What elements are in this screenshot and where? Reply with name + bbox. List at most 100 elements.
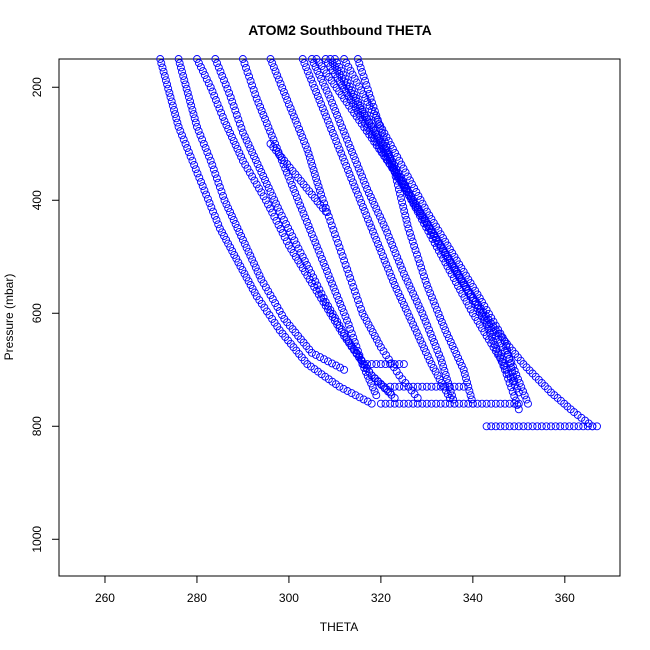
data-point (491, 422, 500, 431)
data-point (358, 309, 367, 318)
data-point (522, 395, 531, 404)
data-point (339, 308, 348, 317)
data-point (565, 422, 574, 431)
data-point (272, 216, 281, 225)
data-point (381, 399, 390, 408)
data-point (369, 102, 378, 111)
data-point (450, 346, 459, 354)
data-point (320, 82, 329, 91)
data-point (344, 139, 353, 148)
data-point (398, 180, 407, 189)
data-point (212, 216, 221, 224)
data-point (275, 207, 284, 216)
data-point (432, 305, 441, 314)
data-point (280, 233, 289, 242)
data-point (362, 211, 371, 220)
data-point (279, 160, 288, 169)
data-point (551, 422, 560, 431)
data-point (380, 137, 389, 146)
series-2 (174, 55, 349, 374)
data-point (251, 90, 260, 99)
data-point (489, 337, 498, 345)
data-point (186, 152, 195, 161)
data-point (363, 360, 372, 369)
series-10 (321, 55, 523, 414)
data-point (199, 139, 208, 148)
data-point (429, 297, 438, 306)
data-point (366, 192, 375, 201)
data-point (202, 75, 211, 84)
data-point (348, 178, 357, 187)
data-point (187, 101, 196, 110)
data-point (246, 251, 255, 260)
data-point (411, 203, 420, 212)
data-point (456, 357, 464, 366)
data-point (332, 361, 341, 370)
data-point (397, 194, 405, 203)
data-point (482, 422, 491, 431)
data-point (426, 329, 435, 338)
data-point (448, 391, 456, 400)
data-point (374, 239, 382, 248)
data-point (444, 334, 453, 343)
data-point (313, 281, 322, 290)
data-point (372, 360, 381, 369)
data-point (396, 292, 405, 301)
data-point (326, 55, 335, 63)
data-point (242, 63, 250, 72)
data-point (407, 233, 416, 242)
data-point (389, 245, 398, 254)
data-point (403, 188, 412, 196)
data-point (401, 211, 410, 220)
data-point (298, 252, 307, 261)
data-point (370, 331, 379, 340)
data-point (418, 199, 427, 208)
data-point (408, 180, 416, 189)
data-point (288, 232, 297, 241)
data-point (269, 135, 278, 144)
data-point (320, 355, 328, 364)
data-point (403, 277, 412, 286)
data-point (332, 234, 341, 243)
data-point (203, 194, 212, 203)
data-point (382, 351, 391, 360)
data-point (321, 263, 330, 271)
data-point (213, 100, 222, 109)
data-point (231, 220, 240, 228)
data-point (315, 70, 324, 79)
data-point (350, 74, 359, 83)
data-point (244, 140, 253, 149)
data-point (168, 101, 177, 110)
data-point (502, 341, 511, 350)
data-point (326, 217, 335, 225)
data-point (421, 276, 430, 285)
data-point (184, 93, 193, 102)
x-tick-label: 280 (187, 591, 207, 605)
data-point (343, 135, 351, 144)
data-point (347, 86, 356, 95)
data-point (494, 350, 503, 359)
data-point (238, 265, 247, 274)
data-point (338, 252, 347, 261)
data-point (413, 250, 421, 259)
data-point (327, 124, 336, 133)
data-point (248, 172, 257, 181)
data-point (583, 422, 592, 431)
data-point (401, 304, 410, 313)
data-point (372, 335, 381, 344)
data-point (353, 55, 362, 63)
data-point (434, 309, 443, 318)
data-point (405, 281, 414, 290)
data-point (491, 399, 500, 408)
data-point (252, 94, 261, 103)
data-point (240, 132, 249, 141)
data-point (301, 213, 310, 222)
data-point (253, 160, 262, 169)
data-point (165, 88, 174, 97)
data-point (327, 221, 336, 230)
data-point (363, 371, 372, 380)
data-point (341, 260, 350, 269)
data-point (510, 399, 519, 408)
data-point (388, 240, 397, 249)
data-point (482, 305, 491, 314)
